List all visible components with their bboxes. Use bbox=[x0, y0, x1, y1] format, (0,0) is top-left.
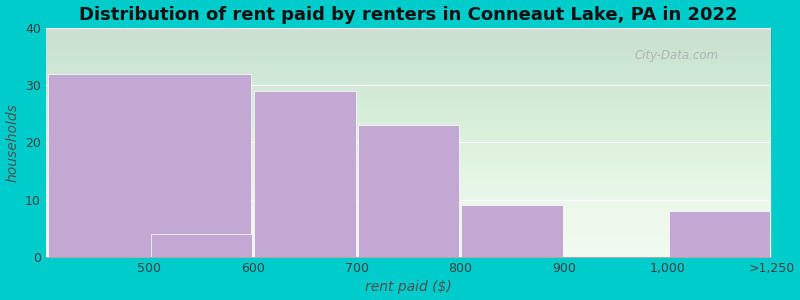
Bar bbox=[254, 91, 356, 257]
Bar bbox=[358, 125, 459, 257]
Title: Distribution of rent paid by renters in Conneaut Lake, PA in 2022: Distribution of rent paid by renters in … bbox=[79, 6, 738, 24]
Bar bbox=[150, 234, 252, 257]
Text: City-Data.com: City-Data.com bbox=[635, 49, 719, 62]
Bar bbox=[669, 211, 770, 257]
X-axis label: rent paid ($): rent paid ($) bbox=[366, 280, 452, 294]
Bar bbox=[48, 74, 251, 257]
Bar bbox=[462, 206, 563, 257]
Y-axis label: households: households bbox=[6, 103, 19, 182]
